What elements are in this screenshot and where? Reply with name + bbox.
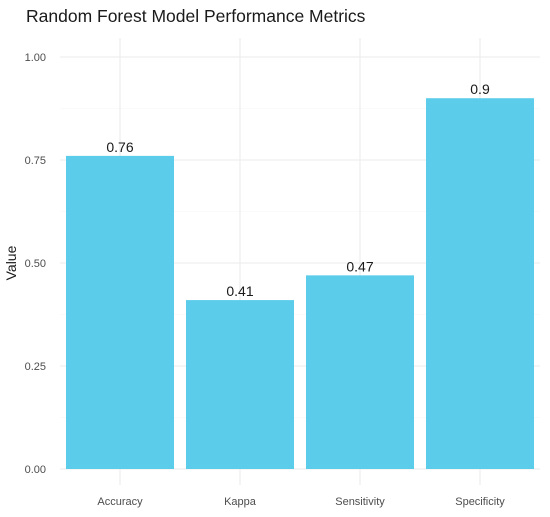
chart-title: Random Forest Model Performance Metrics — [26, 6, 366, 26]
bar-specificity — [426, 98, 534, 469]
bar-sensitivity — [306, 275, 414, 469]
y-axis-ticks: 0.00 0.25 0.50 0.75 1.00 — [25, 52, 46, 476]
bar-kappa — [186, 300, 294, 469]
y-tick-label: 0.00 — [25, 464, 46, 476]
data-label: 0.76 — [106, 139, 133, 155]
data-label: 0.41 — [226, 283, 253, 299]
data-labels: 0.76 0.41 0.47 0.9 — [106, 81, 490, 299]
data-label: 0.9 — [470, 81, 490, 97]
x-axis-ticks: Accuracy Kappa Sensitivity Specificity — [97, 496, 505, 508]
x-tick-label: Accuracy — [97, 496, 143, 508]
x-tick-label: Specificity — [455, 496, 505, 508]
data-label: 0.47 — [346, 258, 373, 274]
y-tick-label: 0.25 — [25, 361, 46, 373]
y-tick-label: 0.75 — [25, 155, 46, 167]
y-tick-label: 0.50 — [25, 258, 46, 270]
y-tick-label: 1.00 — [25, 52, 46, 64]
bar-accuracy — [66, 155, 174, 469]
x-tick-label: Sensitivity — [335, 496, 385, 508]
x-tick-label: Kappa — [224, 496, 257, 508]
y-axis-title: Value — [3, 245, 19, 280]
bars — [66, 98, 534, 469]
